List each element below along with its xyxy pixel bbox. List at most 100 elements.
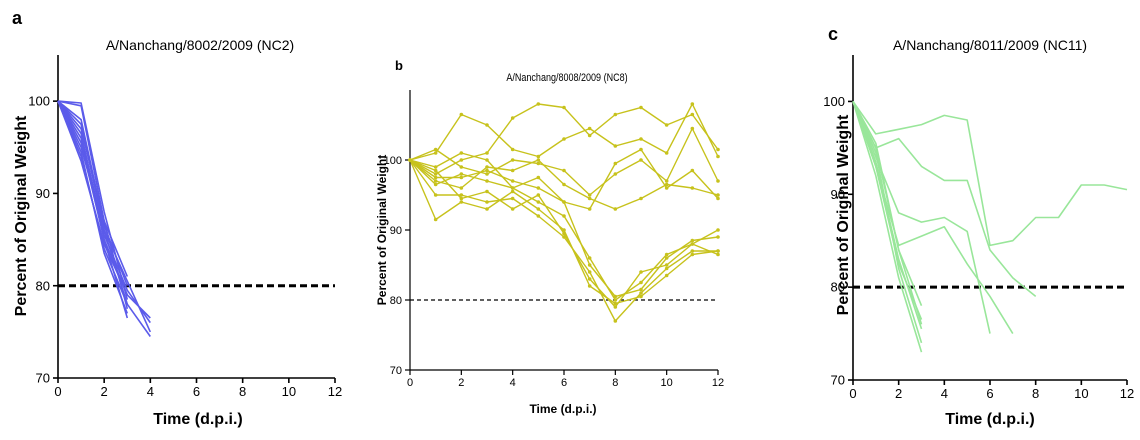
data-point bbox=[690, 168, 695, 173]
data-point bbox=[562, 168, 566, 173]
data-point bbox=[716, 193, 720, 197]
panel-label: a bbox=[12, 8, 23, 28]
data-point bbox=[562, 200, 566, 204]
data-point bbox=[664, 263, 669, 267]
data-point bbox=[433, 168, 438, 173]
data-point bbox=[587, 133, 592, 138]
data-point bbox=[664, 186, 669, 190]
data-point bbox=[536, 175, 541, 180]
x-tick-label: 0 bbox=[54, 384, 61, 399]
data-point bbox=[485, 207, 489, 211]
data-point bbox=[664, 266, 669, 271]
data-point bbox=[562, 214, 566, 218]
data-point bbox=[664, 252, 669, 257]
data-point bbox=[536, 214, 541, 218]
x-tick-label: 4 bbox=[510, 377, 516, 389]
data-point bbox=[459, 112, 464, 117]
data-point bbox=[433, 147, 438, 152]
data-point bbox=[587, 277, 592, 281]
series-line bbox=[852, 101, 923, 344]
chart-title: A/Nanchang/8002/2009 (NC2) bbox=[106, 37, 294, 53]
data-point bbox=[639, 137, 643, 141]
data-point bbox=[536, 200, 541, 204]
x-axis-label: Time (d.p.i.) bbox=[945, 411, 1034, 428]
data-point bbox=[690, 252, 695, 257]
x-tick-label: 12 bbox=[712, 377, 724, 389]
x-tick-label: 2 bbox=[101, 384, 108, 399]
data-point bbox=[536, 154, 541, 159]
data-point bbox=[433, 182, 438, 187]
y-tick-label: 100 bbox=[384, 155, 402, 167]
data-point bbox=[510, 168, 515, 173]
data-point bbox=[613, 207, 618, 211]
data-point bbox=[613, 305, 618, 309]
data-point bbox=[639, 294, 643, 299]
x-tick-label: 0 bbox=[407, 377, 413, 389]
data-point bbox=[613, 112, 618, 117]
data-point bbox=[716, 249, 720, 253]
panel-a: 0 2 4 6 8 10 12 70 80 90 100 a A/Nanchang/8002/2009 … bbox=[12, 8, 342, 428]
data-point bbox=[690, 242, 695, 246]
data-point bbox=[433, 193, 438, 197]
data-point bbox=[536, 207, 541, 211]
data-point bbox=[690, 249, 695, 253]
x-tick-label: 10 bbox=[1074, 386, 1088, 401]
data-point bbox=[459, 165, 464, 169]
data-point bbox=[664, 151, 669, 155]
series-line bbox=[852, 101, 991, 334]
x-tick-label: 0 bbox=[849, 386, 856, 401]
data-point bbox=[485, 123, 489, 127]
data-point bbox=[690, 238, 695, 243]
x-tick-label: 6 bbox=[193, 384, 200, 399]
series-line bbox=[57, 100, 129, 319]
y-tick-label: 70 bbox=[390, 365, 402, 377]
data-point bbox=[587, 284, 592, 288]
x-tick-label: 8 bbox=[1032, 386, 1039, 401]
x-tick-label: 12 bbox=[328, 384, 342, 399]
y-axis-label: Percent of Original Weight bbox=[13, 115, 30, 316]
data-point bbox=[613, 319, 618, 323]
chart-title: A/Nanchang/8011/2009 (NC11) bbox=[893, 37, 1087, 53]
panel-label: c bbox=[828, 24, 838, 44]
data-point bbox=[613, 161, 618, 166]
data-point bbox=[664, 273, 669, 278]
x-axis-label: Time (d.p.i.) bbox=[529, 402, 596, 416]
data-point bbox=[587, 126, 592, 131]
data-point bbox=[664, 179, 669, 183]
data-point bbox=[485, 200, 489, 204]
panel-label: b bbox=[395, 58, 403, 73]
x-tick-label: 10 bbox=[282, 384, 296, 399]
y-tick-label: 70 bbox=[831, 373, 845, 388]
series-line bbox=[852, 100, 1128, 247]
y-tick-label: 100 bbox=[823, 94, 845, 109]
data-point bbox=[639, 196, 643, 201]
data-point bbox=[485, 172, 489, 176]
data-point bbox=[536, 161, 541, 166]
data-point bbox=[510, 207, 515, 211]
data-point bbox=[536, 193, 541, 197]
data-point bbox=[690, 126, 695, 131]
data-point bbox=[459, 158, 464, 162]
data-point bbox=[433, 175, 438, 180]
data-point bbox=[690, 186, 695, 190]
data-point bbox=[664, 256, 669, 260]
panel-b: 0 2 4 6 8 10 12 70 80 90 100 b A/Nanchang/8008/2009 … bbox=[375, 58, 724, 416]
data-point bbox=[536, 186, 541, 190]
y-tick-label: 100 bbox=[28, 94, 50, 109]
data-point bbox=[510, 196, 515, 201]
data-point bbox=[690, 112, 695, 117]
series-line bbox=[409, 103, 719, 161]
data-point bbox=[716, 147, 720, 152]
data-point bbox=[459, 186, 464, 190]
panel-c: 0 2 4 6 8 10 12 70 80 90 100 c A/Nanchang/8011/2009 … bbox=[823, 24, 1134, 428]
x-tick-label: 12 bbox=[1120, 386, 1134, 401]
y-tick-label: 90 bbox=[390, 225, 402, 237]
data-point bbox=[716, 179, 720, 183]
data-point bbox=[485, 189, 489, 194]
data-point bbox=[587, 270, 592, 274]
y-tick-label: 90 bbox=[36, 186, 50, 201]
series-line bbox=[409, 148, 719, 210]
x-tick-label: 8 bbox=[239, 384, 246, 399]
data-point bbox=[433, 217, 438, 222]
series-line bbox=[57, 100, 129, 314]
